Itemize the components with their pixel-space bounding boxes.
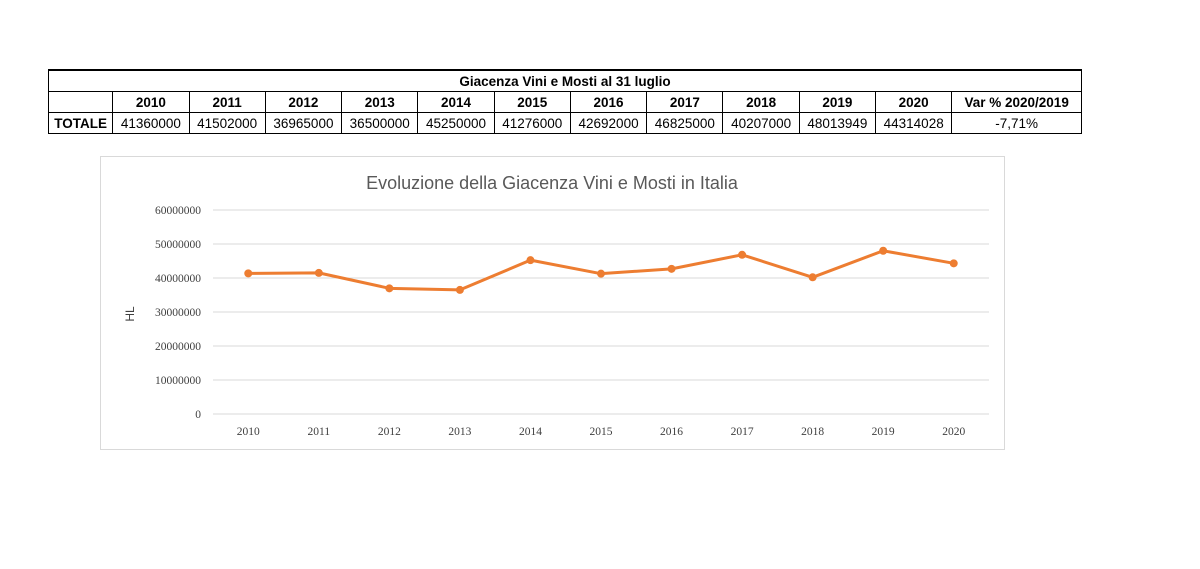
line-chart: Evoluzione della Giacenza Vini e Mosti i… (123, 173, 989, 438)
x-tick-label: 2019 (872, 426, 895, 438)
y-tick-label: 0 (195, 409, 201, 421)
var-value-cell: -7,71% (951, 112, 1082, 134)
data-point (244, 269, 253, 278)
data-table: Giacenza Vini e Mosti al 31 luglio 2010 … (47, 69, 1082, 134)
x-tick-label: 2010 (237, 426, 260, 438)
y-tick-label: 20000000 (155, 341, 201, 353)
year-header: 2016 (569, 91, 648, 113)
x-tick-label: 2017 (731, 426, 754, 438)
x-tick-label: 2014 (519, 426, 542, 438)
table-row: TOTALE 41360000 41502000 36965000 365000… (47, 112, 1082, 134)
data-point (879, 246, 888, 255)
y-axis-ticks: 0 10000000 20000000 30000000 40000000 5000000… (155, 205, 201, 421)
year-header: 2020 (875, 91, 953, 113)
value-cell: 41502000 (188, 112, 266, 134)
x-tick-label: 2012 (378, 426, 401, 438)
year-header: 2018 (722, 91, 800, 113)
year-header: 2012 (264, 91, 343, 113)
value-cell: 41276000 (493, 112, 571, 134)
value-cell: 36965000 (264, 112, 343, 134)
y-tick-label: 60000000 (155, 205, 201, 217)
table-header-row: 2010 2011 2012 2013 2014 2015 2016 2017 … (47, 91, 1082, 113)
value-cell: 48013949 (798, 112, 877, 134)
data-point (314, 268, 323, 277)
y-tick-label: 10000000 (155, 375, 201, 387)
row-label: TOTALE (47, 112, 114, 134)
chart-title: Evoluzione della Giacenza Vini e Mosti i… (366, 173, 739, 193)
year-header: 2013 (341, 91, 419, 113)
series-group (244, 246, 958, 294)
chart-container: Evoluzione della Giacenza Vini e Mosti i… (100, 156, 1005, 450)
data-point (738, 250, 747, 259)
year-header: 2011 (188, 91, 266, 113)
year-header: 2017 (646, 91, 724, 113)
data-point (808, 273, 817, 282)
value-cell: 36500000 (341, 112, 419, 134)
y-axis-title: HL (123, 306, 137, 322)
x-tick-label: 2016 (660, 426, 683, 438)
value-cell: 42692000 (569, 112, 648, 134)
y-tick-label: 30000000 (155, 307, 201, 319)
var-header: Var % 2020/2019 (951, 91, 1082, 113)
year-header: 2015 (493, 91, 571, 113)
value-cell: 40207000 (722, 112, 800, 134)
x-tick-label: 2015 (590, 426, 613, 438)
y-tick-label: 40000000 (155, 273, 201, 285)
value-cell: 45250000 (417, 112, 495, 134)
x-tick-label: 2018 (801, 426, 824, 438)
data-point (385, 284, 394, 293)
value-cell: 46825000 (646, 112, 724, 134)
header-empty-cell (47, 91, 114, 113)
year-header: 2019 (798, 91, 877, 113)
y-tick-label: 50000000 (155, 239, 201, 251)
grid-lines (213, 209, 989, 415)
value-cell: 44314028 (875, 112, 953, 134)
value-cell: 41360000 (112, 112, 190, 134)
data-point (526, 256, 535, 265)
x-tick-label: 2013 (448, 426, 471, 438)
data-point (597, 269, 605, 278)
x-axis-ticks: 2010 2011 2012 2013 2014 2015 2016 2017 2018 2019… (237, 426, 966, 438)
year-header: 2010 (112, 91, 190, 113)
year-header: 2014 (417, 91, 495, 113)
x-tick-label: 2011 (308, 426, 331, 438)
table-title: Giacenza Vini e Mosti al 31 luglio (48, 69, 1082, 92)
data-point (455, 285, 464, 294)
x-tick-label: 2020 (942, 426, 965, 438)
data-point (667, 264, 676, 273)
data-point (949, 259, 958, 268)
